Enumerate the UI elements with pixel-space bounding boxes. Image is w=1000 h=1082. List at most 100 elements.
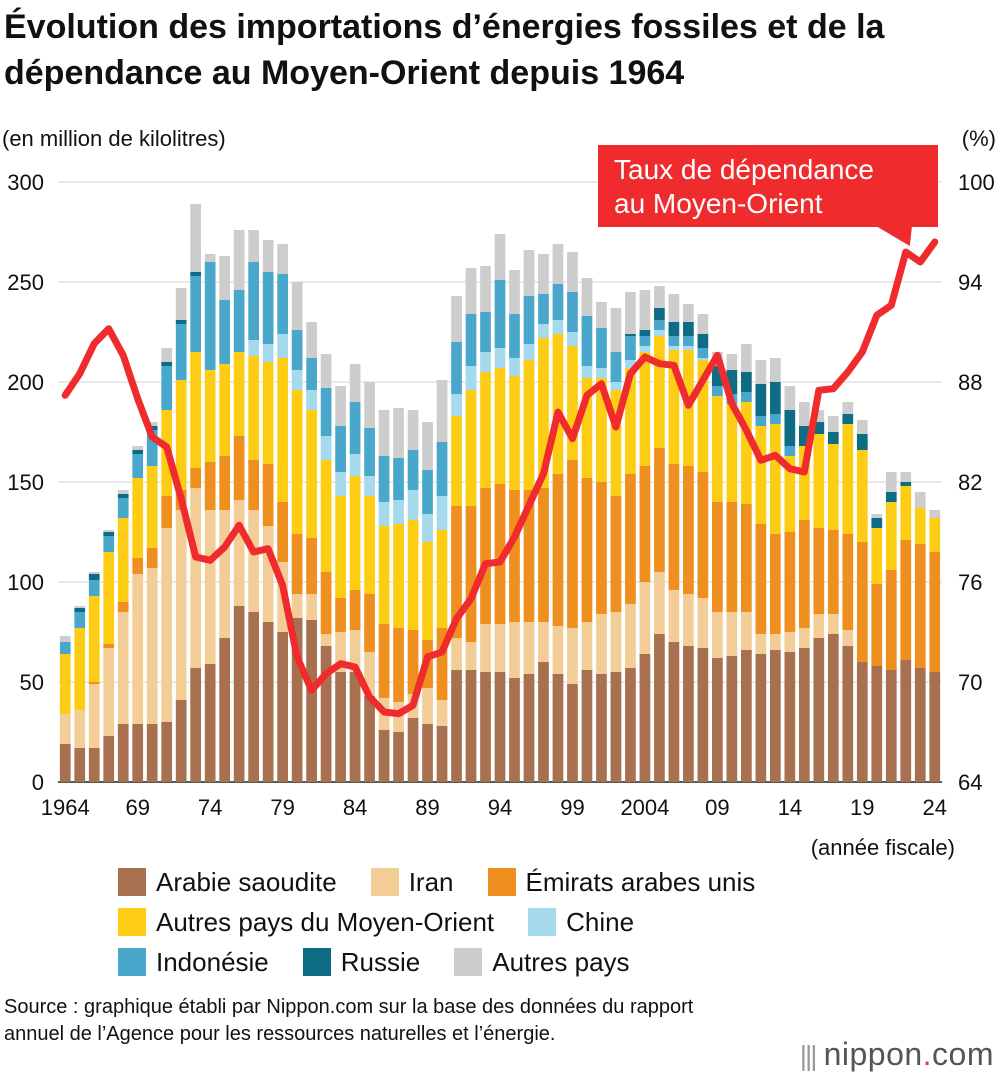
bar-segment <box>117 602 129 612</box>
bar-segment <box>59 636 71 642</box>
bar-segment <box>712 396 723 502</box>
bar-segment <box>567 332 578 346</box>
bar-segment <box>262 526 274 622</box>
bar-segment <box>523 344 535 360</box>
bar-segment <box>349 402 361 454</box>
bar-segment <box>349 590 361 630</box>
bar-segment <box>320 354 332 388</box>
bar-segment <box>610 390 622 496</box>
x-tick-label: 14 <box>778 795 802 820</box>
bar-segment <box>755 426 767 524</box>
bar-segment <box>596 302 607 328</box>
legend-label: Autres pays du Moyen-Orient <box>156 906 495 937</box>
bar-segment <box>393 500 404 524</box>
bar-segment <box>509 622 520 678</box>
legend-label: Arabie saoudite <box>156 866 337 897</box>
bar-segment <box>654 320 665 330</box>
y-tick-label: 200 <box>7 370 44 395</box>
x-tick-label: 84 <box>343 795 367 820</box>
x-tick-label: 2004 <box>620 795 669 820</box>
bar-segment <box>683 304 694 322</box>
bar-segment <box>639 330 651 336</box>
bar-segment <box>219 300 231 364</box>
legend-item: Iran <box>370 867 454 898</box>
bar-segment <box>581 478 593 622</box>
bar-segment <box>320 388 332 436</box>
bar-segment <box>146 466 158 548</box>
bar-segment <box>755 360 767 384</box>
bar-segment <box>277 274 288 334</box>
bar-segment <box>436 530 448 628</box>
bar-segment <box>480 266 491 312</box>
bar-segment <box>610 382 622 390</box>
bar-segment <box>132 450 144 454</box>
bar-segment <box>639 346 651 352</box>
bar-segment <box>712 386 723 396</box>
bar-segment <box>740 504 752 612</box>
annotation-pointer <box>876 226 912 246</box>
bar-segment <box>798 520 810 628</box>
bar-segment <box>204 370 216 462</box>
x-axis-label: (année fiscale) <box>811 835 955 860</box>
bar-segment <box>407 490 419 520</box>
bar-segment <box>161 348 173 362</box>
bar-segment <box>654 336 665 448</box>
bar-segment <box>451 638 462 670</box>
legend-swatch <box>487 868 516 896</box>
bar-segment <box>146 568 158 724</box>
bar-segment <box>436 380 448 442</box>
bar-segment <box>422 422 433 470</box>
bar-segment <box>88 596 100 682</box>
bar-segment <box>769 414 781 424</box>
x-tick-label: 79 <box>270 795 294 820</box>
bar-segment <box>596 328 607 368</box>
chart-title: Évolution des importations d’énergies fo… <box>4 8 885 92</box>
bar-segment <box>625 334 636 336</box>
bar-segment <box>509 490 520 622</box>
bar-segment <box>842 646 854 782</box>
bar-segment <box>842 630 854 646</box>
bar-segment <box>784 532 796 632</box>
y-tick-label: 100 <box>7 570 44 595</box>
bar-segment <box>697 334 709 348</box>
bar-segment <box>233 500 245 606</box>
bar-segment <box>378 526 390 624</box>
bar-segment <box>712 502 723 612</box>
bar-segment <box>378 410 390 456</box>
bar-segment <box>712 366 723 386</box>
bar-segment <box>436 700 448 726</box>
bar-segment <box>465 366 477 390</box>
bar-segment <box>407 718 419 782</box>
bar-segment <box>509 314 520 358</box>
bar-segment <box>509 678 520 782</box>
bar-segment <box>567 252 578 292</box>
bar-segment <box>668 642 680 782</box>
bar-segment <box>625 368 636 474</box>
x-tick-label: 69 <box>125 795 149 820</box>
bar-segment <box>74 628 86 710</box>
bar-segment <box>74 612 86 628</box>
bar-segment <box>596 482 607 614</box>
bar-segment <box>494 348 506 368</box>
legend-swatch <box>118 948 146 976</box>
bar-segment <box>219 364 231 456</box>
bar-segment <box>364 382 375 428</box>
bar-segment <box>364 496 375 594</box>
legend-item: Indonésie <box>118 947 269 978</box>
bar-segment <box>871 518 883 528</box>
bar-segment <box>451 342 462 394</box>
bar-segment <box>262 464 274 526</box>
bar-segment <box>712 658 723 782</box>
bar-segment <box>755 384 767 416</box>
legend: Arabie saoudite Iran Émirats arabes unis… <box>118 862 998 982</box>
bar-segment <box>349 630 361 672</box>
bar-segment <box>813 614 825 638</box>
bar-segment <box>335 598 346 632</box>
bar-segment <box>364 476 375 496</box>
bar-segment <box>596 378 607 482</box>
bar-segment <box>335 672 346 782</box>
bar-segment <box>262 622 274 782</box>
bar-segment <box>523 250 535 296</box>
bar-segment <box>900 482 912 486</box>
bar-segment <box>277 632 288 782</box>
